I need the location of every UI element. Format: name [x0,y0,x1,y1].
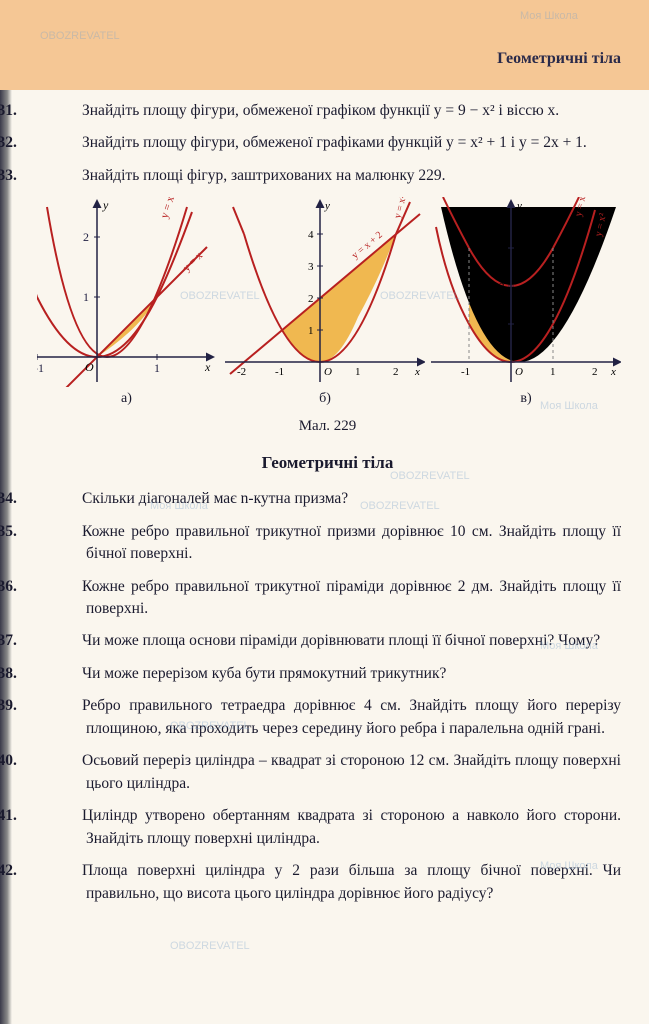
problem-number: 1335. [34,521,82,543]
svg-text:y = x²: y = x² [158,197,178,220]
problem-number: 1340. [34,750,82,772]
problem-number: 1342. [34,860,82,882]
chart-a-svg: -1 1 1 2 O x y y = x² y = x [37,197,217,387]
problem-text: Ребро правильного тетраедра дорівнює 4 с… [82,697,621,736]
problem-1336: 1336.Кожне ребро правильної трикутної пі… [34,576,621,621]
problem-text: Осьовий переріз циліндра – квадрат зі ст… [82,752,621,791]
section-heading: Геометричні тіла [34,451,621,476]
svg-text:x: x [414,366,420,378]
problem-1334: 1334.Скільки діагоналей має n-кутна приз… [34,488,621,510]
svg-text:-1: -1 [275,366,284,378]
svg-text:y: y [516,200,522,212]
figure-229-c: -1 1 2 1 2 3 O x y y = x² + 2 y = x² в) [431,197,621,409]
page-content: 1331.Знайдіть площу фігури, обмеженої гр… [0,0,649,925]
problem-text: Знайдіть площу фігури, обмеженої графіка… [82,134,587,151]
problem-number: 1341. [34,805,82,827]
svg-text:2: 2 [499,281,505,293]
problem-number: 1334. [34,488,82,510]
problem-1338: 1338.Чи може перерізом куба бути прямоку… [34,663,621,685]
figure-229-row: -1 1 1 2 O x y y = x² y = x а) [34,197,621,409]
figure-caption: Мал. 229 [34,416,621,438]
problem-number: 1332. [34,132,82,154]
svg-text:2: 2 [308,293,314,305]
svg-text:O: O [515,366,523,378]
svg-text:y: y [324,200,330,212]
problem-text: Знайдіть площу фігури, обмеженої графіко… [82,102,559,119]
svg-text:1: 1 [550,366,556,378]
problem-number: 1331. [34,100,82,122]
problem-text: Знайдіть площі фігур, заштрихованих на м… [82,167,446,184]
problem-1335: 1335.Кожне ребро правильної трикутної пр… [34,521,621,566]
svg-text:O: O [85,360,94,374]
problem-number: 1336. [34,576,82,598]
problem-text: Чи може площа основи піраміди дорівнюват… [82,632,600,649]
svg-text:1: 1 [499,319,505,331]
figure-229-a: -1 1 1 2 O x y y = x² y = x а) [34,197,219,409]
svg-text:1: 1 [355,366,361,378]
chart-b-svg: -2 -1 1 2 1 2 3 4 O x y y = x² y = x + 2 [225,197,425,387]
svg-text:y: y [102,198,109,212]
problem-1333: 1333.Знайдіть площі фігур, заштрихованих… [34,165,621,187]
figure-label-a: а) [34,389,219,409]
problem-1337: 1337.Чи може площа основи піраміди дорів… [34,630,621,652]
figure-label-c: в) [431,389,621,409]
svg-text:1: 1 [83,290,89,304]
problem-text: Площа поверхні циліндра у 2 рази більша … [82,862,621,901]
chart-c-svg: -1 1 2 1 2 3 O x y y = x² + 2 y = x² [431,197,621,387]
figure-229-b: -2 -1 1 2 1 2 3 4 O x y y = x² y = x + 2… [225,197,425,409]
problem-1341: 1341.Циліндр утворено обертанням квадрат… [34,805,621,850]
svg-text:1: 1 [308,325,314,337]
problem-1342: 1342.Площа поверхні циліндра у 2 рази бі… [34,860,621,905]
svg-text:x: x [610,366,616,378]
svg-text:2: 2 [592,366,598,378]
svg-text:2: 2 [393,366,399,378]
problem-1340: 1340.Осьовий переріз циліндра – квадрат … [34,750,621,795]
svg-text:3: 3 [499,243,505,255]
svg-text:-1: -1 [461,366,470,378]
problem-number: 1333. [34,165,82,187]
problem-text: Кожне ребро правильної трикутної пірамід… [82,578,621,617]
svg-text:x: x [204,360,211,374]
problem-number: 1339. [34,695,82,717]
problem-number: 1338. [34,663,82,685]
problem-1332: 1332.Знайдіть площу фігури, обмеженої гр… [34,132,621,154]
problem-text: Кожне ребро правильної трикутної призми … [82,523,621,562]
svg-text:-1: -1 [37,361,44,375]
svg-text:O: O [324,366,332,378]
problem-text: Чи може перерізом куба бути прямокутний … [82,665,446,682]
svg-text:4: 4 [308,229,314,241]
svg-text:1: 1 [154,361,160,375]
figure-label-b: б) [225,389,425,409]
problem-1331: 1331.Знайдіть площу фігури, обмеженої гр… [34,100,621,122]
svg-text:-2: -2 [237,366,246,378]
problem-text: Циліндр утворено обертанням квадрата зі … [82,807,621,846]
problem-1339: 1339.Ребро правильного тетраедра дорівню… [34,695,621,740]
svg-text:3: 3 [308,261,314,273]
svg-text:2: 2 [83,230,89,244]
problem-text: Скільки діагоналей має n-кутна призма? [82,490,348,507]
problem-number: 1337. [34,630,82,652]
